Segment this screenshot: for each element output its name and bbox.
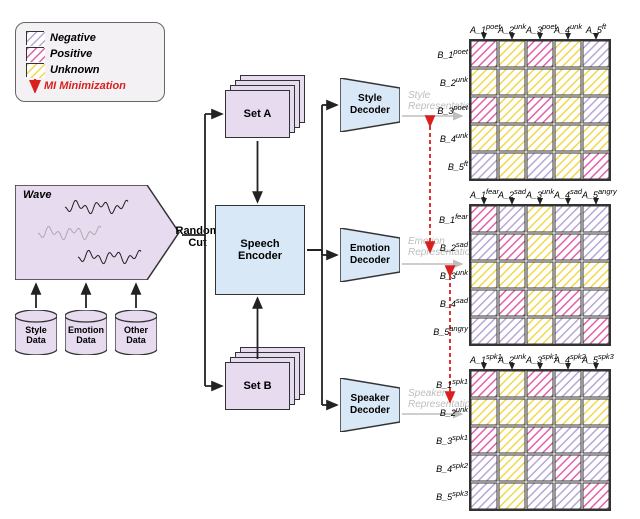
- data-cylinder: EmotionData: [65, 310, 107, 375]
- grid-col-label: A_5ft: [582, 22, 610, 35]
- grid-row-label: B_1spk1: [426, 377, 468, 390]
- set-b-block: Set B: [225, 362, 290, 410]
- legend: Negative Positive Unknown MI Minimization: [15, 22, 165, 102]
- grid-row-label: B_4unk: [426, 131, 468, 144]
- legend-label: Negative: [50, 32, 96, 44]
- grid-row-label: B_2unk: [426, 405, 468, 418]
- grid-row-label: B_5spk3: [426, 489, 468, 502]
- grid-col-label: A_1spk1: [470, 352, 498, 365]
- grid-row-label: B_3poet: [426, 103, 468, 116]
- grid-row-label: B_4spk2: [426, 461, 468, 474]
- grid-col-label: A_4unk: [554, 22, 582, 35]
- grid-col-label: A_2sad: [498, 187, 526, 200]
- grid-col-label: A_2unk: [498, 352, 526, 365]
- grid-row-label: B_1poet: [426, 47, 468, 60]
- grid-col-label: A_2unk: [498, 22, 526, 35]
- grid-row-label: B_3unk: [426, 268, 468, 281]
- grid-row-label: B_3spk1: [426, 433, 468, 446]
- grid-col-label: A_5angry: [582, 187, 610, 200]
- grid-row-label: B_1fear: [426, 212, 468, 225]
- decoder-label: EmotionDecoder: [340, 243, 400, 266]
- speech-encoder: SpeechEncoder: [215, 205, 305, 295]
- grid-row-label: B_2unk: [426, 75, 468, 88]
- grid-col-label: A_4sad: [554, 187, 582, 200]
- grid-row-label: B_5angry: [426, 324, 468, 337]
- legend-label: Positive: [50, 48, 92, 60]
- decoder-label: StyleDecoder: [340, 93, 400, 116]
- data-cylinder: OtherData: [115, 310, 157, 375]
- legend-label: Unknown: [50, 64, 100, 76]
- grid-row-label: B_4sad: [426, 296, 468, 309]
- grid-row-label: B_2sad: [426, 240, 468, 253]
- grid-col-label: A_3unk: [526, 187, 554, 200]
- decoder-label: SpeakerDecoder: [340, 393, 400, 416]
- grid-col-label: A_1fear: [470, 187, 498, 200]
- legend-mi-label: MI Minimization: [44, 80, 126, 92]
- grid-col-label: A_1poet: [470, 22, 498, 35]
- set-a-block: Set A: [225, 90, 290, 138]
- grid-col-label: A_3spk1: [526, 352, 554, 365]
- grid-col-label: A_4spk2: [554, 352, 582, 365]
- grid-col-label: A_3poet: [526, 22, 554, 35]
- grid-row-label: B_5ft: [426, 159, 468, 172]
- grid-col-label: A_5spk3: [582, 352, 610, 365]
- data-cylinder: StyleData: [15, 310, 57, 375]
- wave-label: Wave: [23, 189, 52, 201]
